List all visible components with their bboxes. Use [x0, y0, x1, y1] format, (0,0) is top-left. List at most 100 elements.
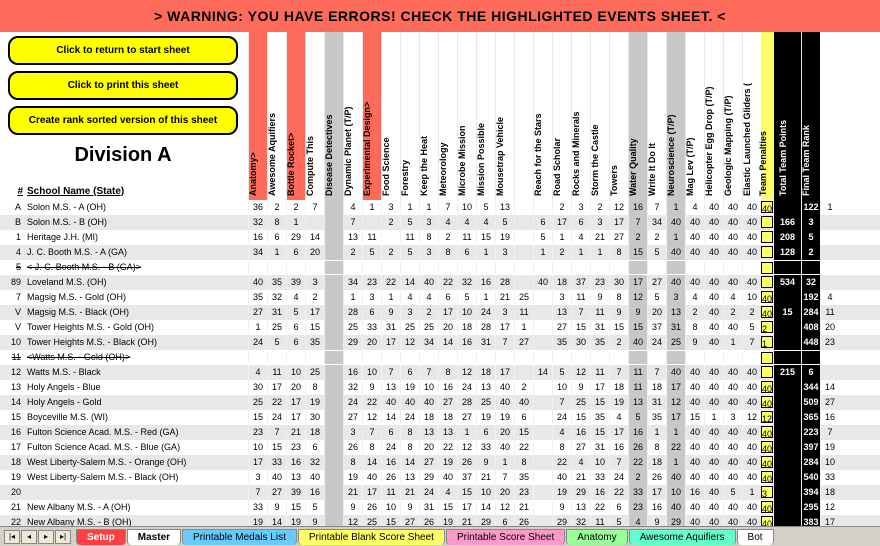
score-cell[interactable]: 27	[609, 230, 628, 245]
score-cell[interactable]	[761, 262, 773, 274]
score-cell[interactable]: 4	[476, 215, 495, 230]
score-cell[interactable]: 5	[305, 500, 324, 515]
score-cell[interactable]: 1	[533, 245, 552, 260]
score-cell[interactable]: 12	[400, 335, 419, 350]
score-cell[interactable]	[533, 395, 552, 410]
score-cell[interactable]: 7	[820, 425, 839, 440]
score-cell[interactable]: 17	[248, 455, 267, 470]
score-cell[interactable]: 26	[457, 455, 476, 470]
score-cell[interactable]	[248, 351, 267, 364]
score-cell[interactable]: 40	[742, 230, 761, 245]
score-cell[interactable]: 26	[381, 470, 400, 485]
score-cell[interactable]: 40	[666, 470, 685, 485]
score-cell[interactable]: 27	[438, 395, 457, 410]
score-cell[interactable]	[533, 410, 552, 425]
score-cell[interactable]: 7	[305, 200, 324, 215]
score-cell[interactable]: 21	[571, 470, 590, 485]
score-cell[interactable]: 9	[400, 500, 419, 515]
score-cell[interactable]: 35	[267, 275, 286, 290]
score-cell[interactable]: 18	[647, 455, 666, 470]
score-cell[interactable]: 15	[514, 425, 533, 440]
score-cell[interactable]: 397	[801, 440, 820, 455]
score-cell[interactable]: 14	[362, 455, 381, 470]
score-cell[interactable]: 40	[742, 215, 761, 230]
tab-medals[interactable]: Printable Medals List	[182, 529, 297, 545]
score-cell[interactable]: 6	[286, 320, 305, 335]
score-cell[interactable]: 40	[723, 215, 742, 230]
score-cell[interactable]: 10	[476, 485, 495, 500]
score-cell[interactable]: 12	[609, 200, 628, 215]
score-cell[interactable]: 17	[647, 485, 666, 500]
score-cell[interactable]: 5	[533, 230, 552, 245]
score-cell[interactable]: 31	[666, 320, 685, 335]
score-cell[interactable]	[324, 365, 343, 380]
score-cell[interactable]	[533, 351, 552, 364]
score-cell[interactable]: 5	[495, 215, 514, 230]
score-cell[interactable]: 9	[628, 305, 647, 320]
score-cell[interactable]: 17	[609, 425, 628, 440]
score-cell[interactable]	[533, 305, 552, 320]
score-cell[interactable]: 14	[533, 365, 552, 380]
score-cell[interactable]: 17	[305, 305, 324, 320]
score-cell[interactable]: 17	[286, 395, 305, 410]
score-cell[interactable]: 1	[381, 290, 400, 305]
score-cell[interactable]: 27	[514, 335, 533, 350]
score-cell[interactable]	[381, 351, 400, 364]
score-cell[interactable]: 4	[723, 290, 742, 305]
score-cell[interactable]: 12	[666, 395, 685, 410]
score-cell[interactable]: 13	[343, 230, 362, 245]
score-cell[interactable]	[590, 351, 609, 364]
score-cell[interactable]: 40	[704, 365, 723, 380]
score-cell[interactable]: 344	[801, 380, 820, 395]
score-cell[interactable]: 20	[820, 320, 839, 335]
score-cell[interactable]: 7	[647, 200, 666, 215]
score-cell[interactable]: 28	[476, 320, 495, 335]
score-cell[interactable]: 13	[571, 500, 590, 515]
score-cell[interactable]	[773, 410, 801, 425]
score-cell[interactable]	[666, 261, 685, 274]
score-cell[interactable]: 34	[419, 335, 438, 350]
score-cell[interactable]: 23	[362, 275, 381, 290]
score-cell[interactable]: 1	[400, 200, 419, 215]
score-cell[interactable]	[761, 352, 773, 364]
score-cell[interactable]	[305, 261, 324, 274]
score-cell[interactable]: 11	[571, 290, 590, 305]
score-cell[interactable]: 12	[571, 365, 590, 380]
score-cell[interactable]: 40	[685, 440, 704, 455]
score-cell[interactable]	[324, 470, 343, 485]
score-cell[interactable]: 20	[495, 425, 514, 440]
score-cell[interactable]: 26	[647, 470, 666, 485]
score-cell[interactable]: 11	[381, 485, 400, 500]
score-cell[interactable]	[723, 351, 742, 364]
score-cell[interactable]: 1	[267, 245, 286, 260]
score-cell[interactable]: 11	[820, 305, 839, 320]
score-cell[interactable]: 13	[400, 470, 419, 485]
score-cell[interactable]: 27	[248, 305, 267, 320]
score-cell[interactable]: 15	[685, 410, 704, 425]
score-cell[interactable]: 40	[723, 425, 742, 440]
score-cell[interactable]: 22	[362, 395, 381, 410]
tab-bot[interactable]: Bot	[737, 529, 774, 545]
score-cell[interactable]: 4	[571, 230, 590, 245]
score-cell[interactable]: 19	[820, 440, 839, 455]
score-cell[interactable]: 40	[438, 470, 457, 485]
score-cell[interactable]	[514, 245, 533, 260]
score-cell[interactable]: 10	[552, 380, 571, 395]
score-cell[interactable]: 27	[552, 320, 571, 335]
score-cell[interactable]: 39	[286, 275, 305, 290]
score-cell[interactable]: 40	[704, 290, 723, 305]
score-cell[interactable]: 215	[773, 365, 801, 380]
score-cell[interactable]: 25	[400, 320, 419, 335]
score-cell[interactable]: 1	[457, 425, 476, 440]
score-cell[interactable]: 24	[476, 305, 495, 320]
score-cell[interactable]	[773, 500, 801, 515]
nav-prev[interactable]: ◂	[21, 530, 37, 544]
score-cell[interactable]: 20	[438, 320, 457, 335]
score-cell[interactable]: 14	[305, 230, 324, 245]
score-cell[interactable]: 18	[305, 425, 324, 440]
score-cell[interactable]: 35	[514, 470, 533, 485]
score-cell[interactable]: 3	[362, 290, 381, 305]
score-cell[interactable]: 34	[343, 275, 362, 290]
tab-score[interactable]: Printable Score Sheet	[446, 529, 565, 545]
score-cell[interactable]: 11	[267, 365, 286, 380]
